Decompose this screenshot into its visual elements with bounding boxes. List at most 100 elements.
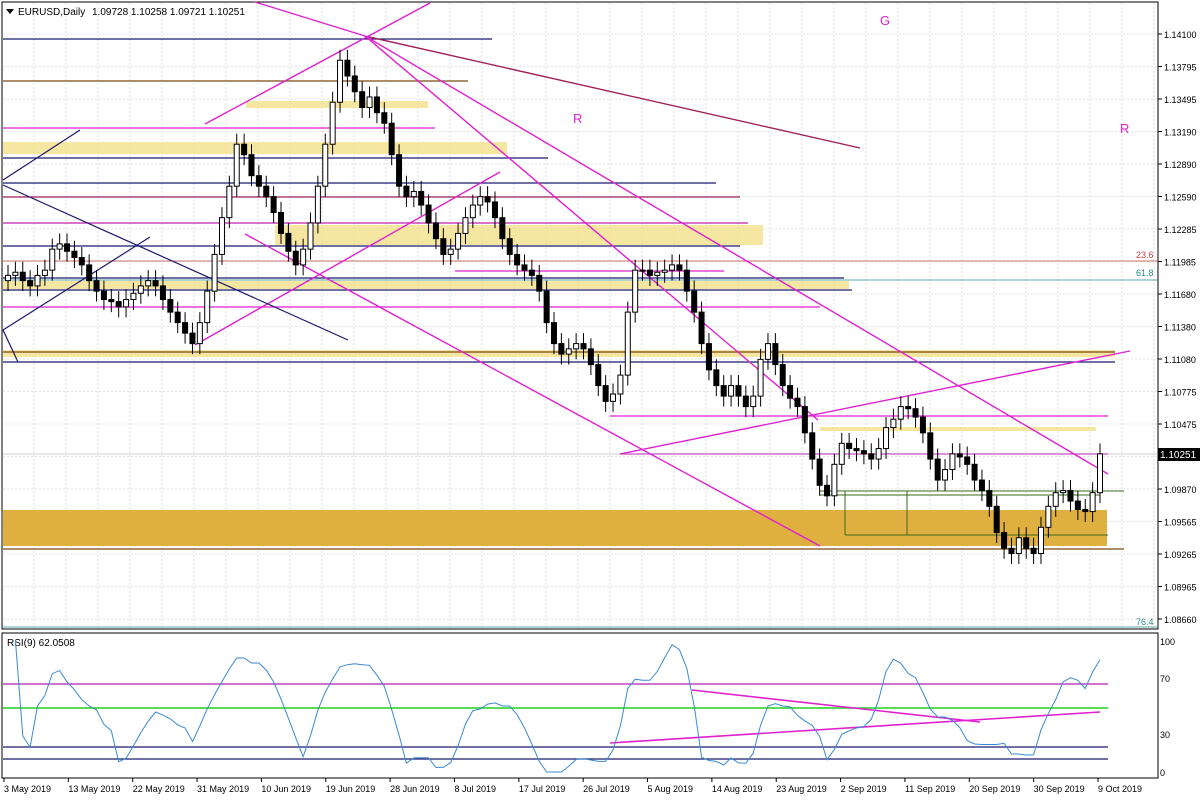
candle-body [565,348,572,355]
candle-body [610,393,617,402]
rsi-tick-100: 100 [1160,637,1175,647]
support-zone [3,510,1107,546]
candle-body [905,406,912,410]
trend-magenta-down-long [364,35,1109,475]
candle-body [432,222,439,240]
candle-body [218,217,225,255]
candle-body [152,280,159,287]
candle-body [595,364,602,387]
candle-body [742,395,749,408]
candle-body [1037,526,1044,555]
annotation-r-2: R [1120,121,1129,136]
price-tick-label: 1.10775 [1164,388,1197,398]
candle-body [233,143,240,187]
trend-magenta-up-3 [619,350,1131,455]
candle-body [838,442,845,465]
rsi-line [14,639,1101,773]
candle-body [440,238,447,255]
date-tick-label: 23 Aug 2019 [776,784,827,794]
price-tick-label: 1.08965 [1164,583,1197,593]
candle-body [720,385,727,397]
candle-body [12,271,19,276]
candle-body [669,264,676,271]
candle-body [1030,547,1037,555]
trend-magenta-up-1 [204,2,431,125]
candle-body [469,204,476,219]
price-tick-label: 1.11985 [1164,258,1196,268]
candle-body [381,112,388,124]
candle-body [403,185,410,198]
candle-body [78,257,85,266]
candle-body [683,269,690,292]
trend-magenta-down-steep [364,35,819,421]
resistance-zone-3 [3,281,849,289]
candle-body [130,292,137,301]
candle-body [964,456,971,465]
candle-body [300,248,307,266]
date-tick-label: 3 May 2019 [4,784,51,794]
price-tick-label: 1.11080 [1164,355,1196,365]
candle-body [750,395,757,408]
price-tick-label: 1.11380 [1164,323,1196,333]
candle-body [1074,500,1081,510]
candle-body [617,374,624,395]
candle-body [831,463,838,497]
candle-body [322,143,329,187]
candle-body [521,264,528,271]
candles [5,49,1103,565]
candle-body [506,238,513,255]
candle-body [543,290,550,324]
date-tick-label: 11 Sep 2019 [905,784,955,794]
candle-body [71,250,78,259]
trend-magenta-up-2 [194,171,501,346]
trend-magenta-fan [254,1,366,37]
candle-body [263,185,270,198]
candle-body [337,59,344,103]
candle-body [757,358,764,397]
candle-body [34,274,41,287]
candle-body [824,484,830,497]
candle-body [978,479,985,492]
candle-body [196,322,203,345]
candle-body [366,96,373,108]
price-tick-label: 1.13795 [1164,63,1197,73]
candle-body [93,280,100,292]
candle-body [787,385,794,399]
candle-body [425,204,432,224]
candle-body [189,332,196,345]
candle-body [971,463,978,481]
candle-body [270,196,277,213]
candle-body [1008,547,1015,555]
candle-body [632,269,639,313]
candle-body [927,432,934,460]
candle-body [713,369,720,387]
candle-body [211,253,218,292]
symbol-label: EURUSD,Daily [18,7,85,18]
candle-body [159,285,166,301]
date-tick-label: 10 Jun 2019 [261,784,311,794]
trend-magenta-down-2 [244,233,821,547]
candle-body [344,59,351,77]
date-tick-label: 9 Oct 2019 [1098,784,1142,794]
candle-body [676,264,683,271]
candle-body [942,469,949,481]
candle-body [100,290,107,301]
candle-body [373,96,380,114]
candle-body [204,290,211,324]
price-tick-label: 1.08660 [1164,615,1197,625]
candle-body [573,343,580,350]
date-tick-label: 26 Jul 2019 [583,784,630,794]
candle-body [115,301,122,308]
candle-body [846,442,853,450]
rsi-trend-down [691,689,981,723]
candle-body [735,385,742,397]
candle-body [351,75,358,93]
candle-body [314,185,321,224]
candle-body [1067,490,1074,502]
candle-body [691,290,698,313]
rsi-pane: RSI(9) 62.0508 100 70 30 0 [3,637,1175,778]
price-tick-label: 1.09265 [1164,550,1197,560]
candle-body [329,101,336,145]
trend-lines [2,1,1131,547]
